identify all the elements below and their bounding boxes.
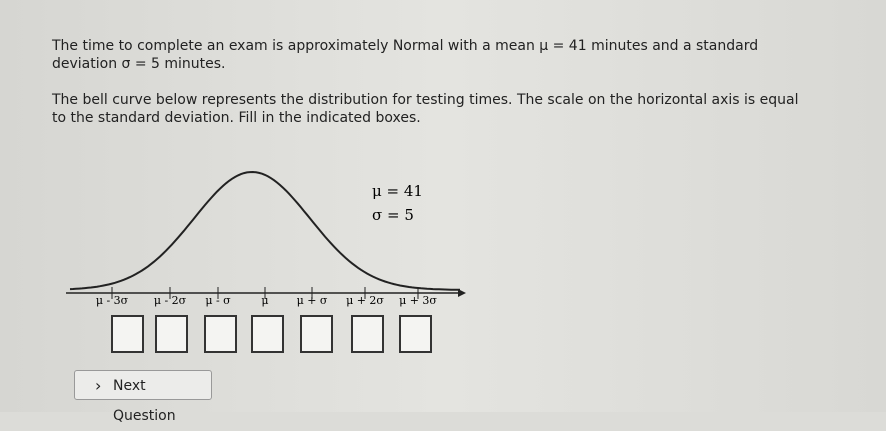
- tick-label: μ - 3σ: [96, 294, 129, 307]
- answer-box[interactable]: [111, 315, 144, 353]
- problem-text: to the standard deviation. Fill in the i…: [52, 110, 421, 126]
- problem-text: The time to complete an exam is approxim…: [52, 38, 759, 54]
- tick-label: μ - 2σ: [154, 294, 187, 307]
- answer-box[interactable]: [251, 315, 284, 353]
- tick-label: μ - σ: [205, 294, 231, 307]
- mean-label: μ = 41: [372, 182, 423, 200]
- answer-box[interactable]: [351, 315, 384, 353]
- page: The time to complete an exam is approxim…: [0, 0, 886, 412]
- problem-text: The bell curve below represents the dist…: [52, 92, 799, 108]
- next-question-button[interactable]: Next Question: [74, 370, 212, 424]
- tick-label: μ + 2σ: [346, 294, 384, 307]
- answer-box[interactable]: [155, 315, 188, 353]
- answer-box[interactable]: [204, 315, 237, 353]
- answer-box[interactable]: [399, 315, 432, 353]
- tick-label: μ + σ: [297, 294, 328, 307]
- tick-label: μ: [261, 294, 268, 307]
- bell-curve: μ = 41 σ = 5 μ - 3σ μ - 2σ μ - σ μ μ + σ μ + …: [66, 170, 466, 307]
- tick-label: μ + 3σ: [399, 294, 437, 307]
- answer-box[interactable]: [300, 315, 333, 353]
- sd-label: σ = 5: [372, 206, 414, 224]
- problem-text: deviation σ = 5 minutes.: [52, 56, 226, 72]
- curve-line: [69, 170, 460, 291]
- axis-arrow: [458, 289, 466, 297]
